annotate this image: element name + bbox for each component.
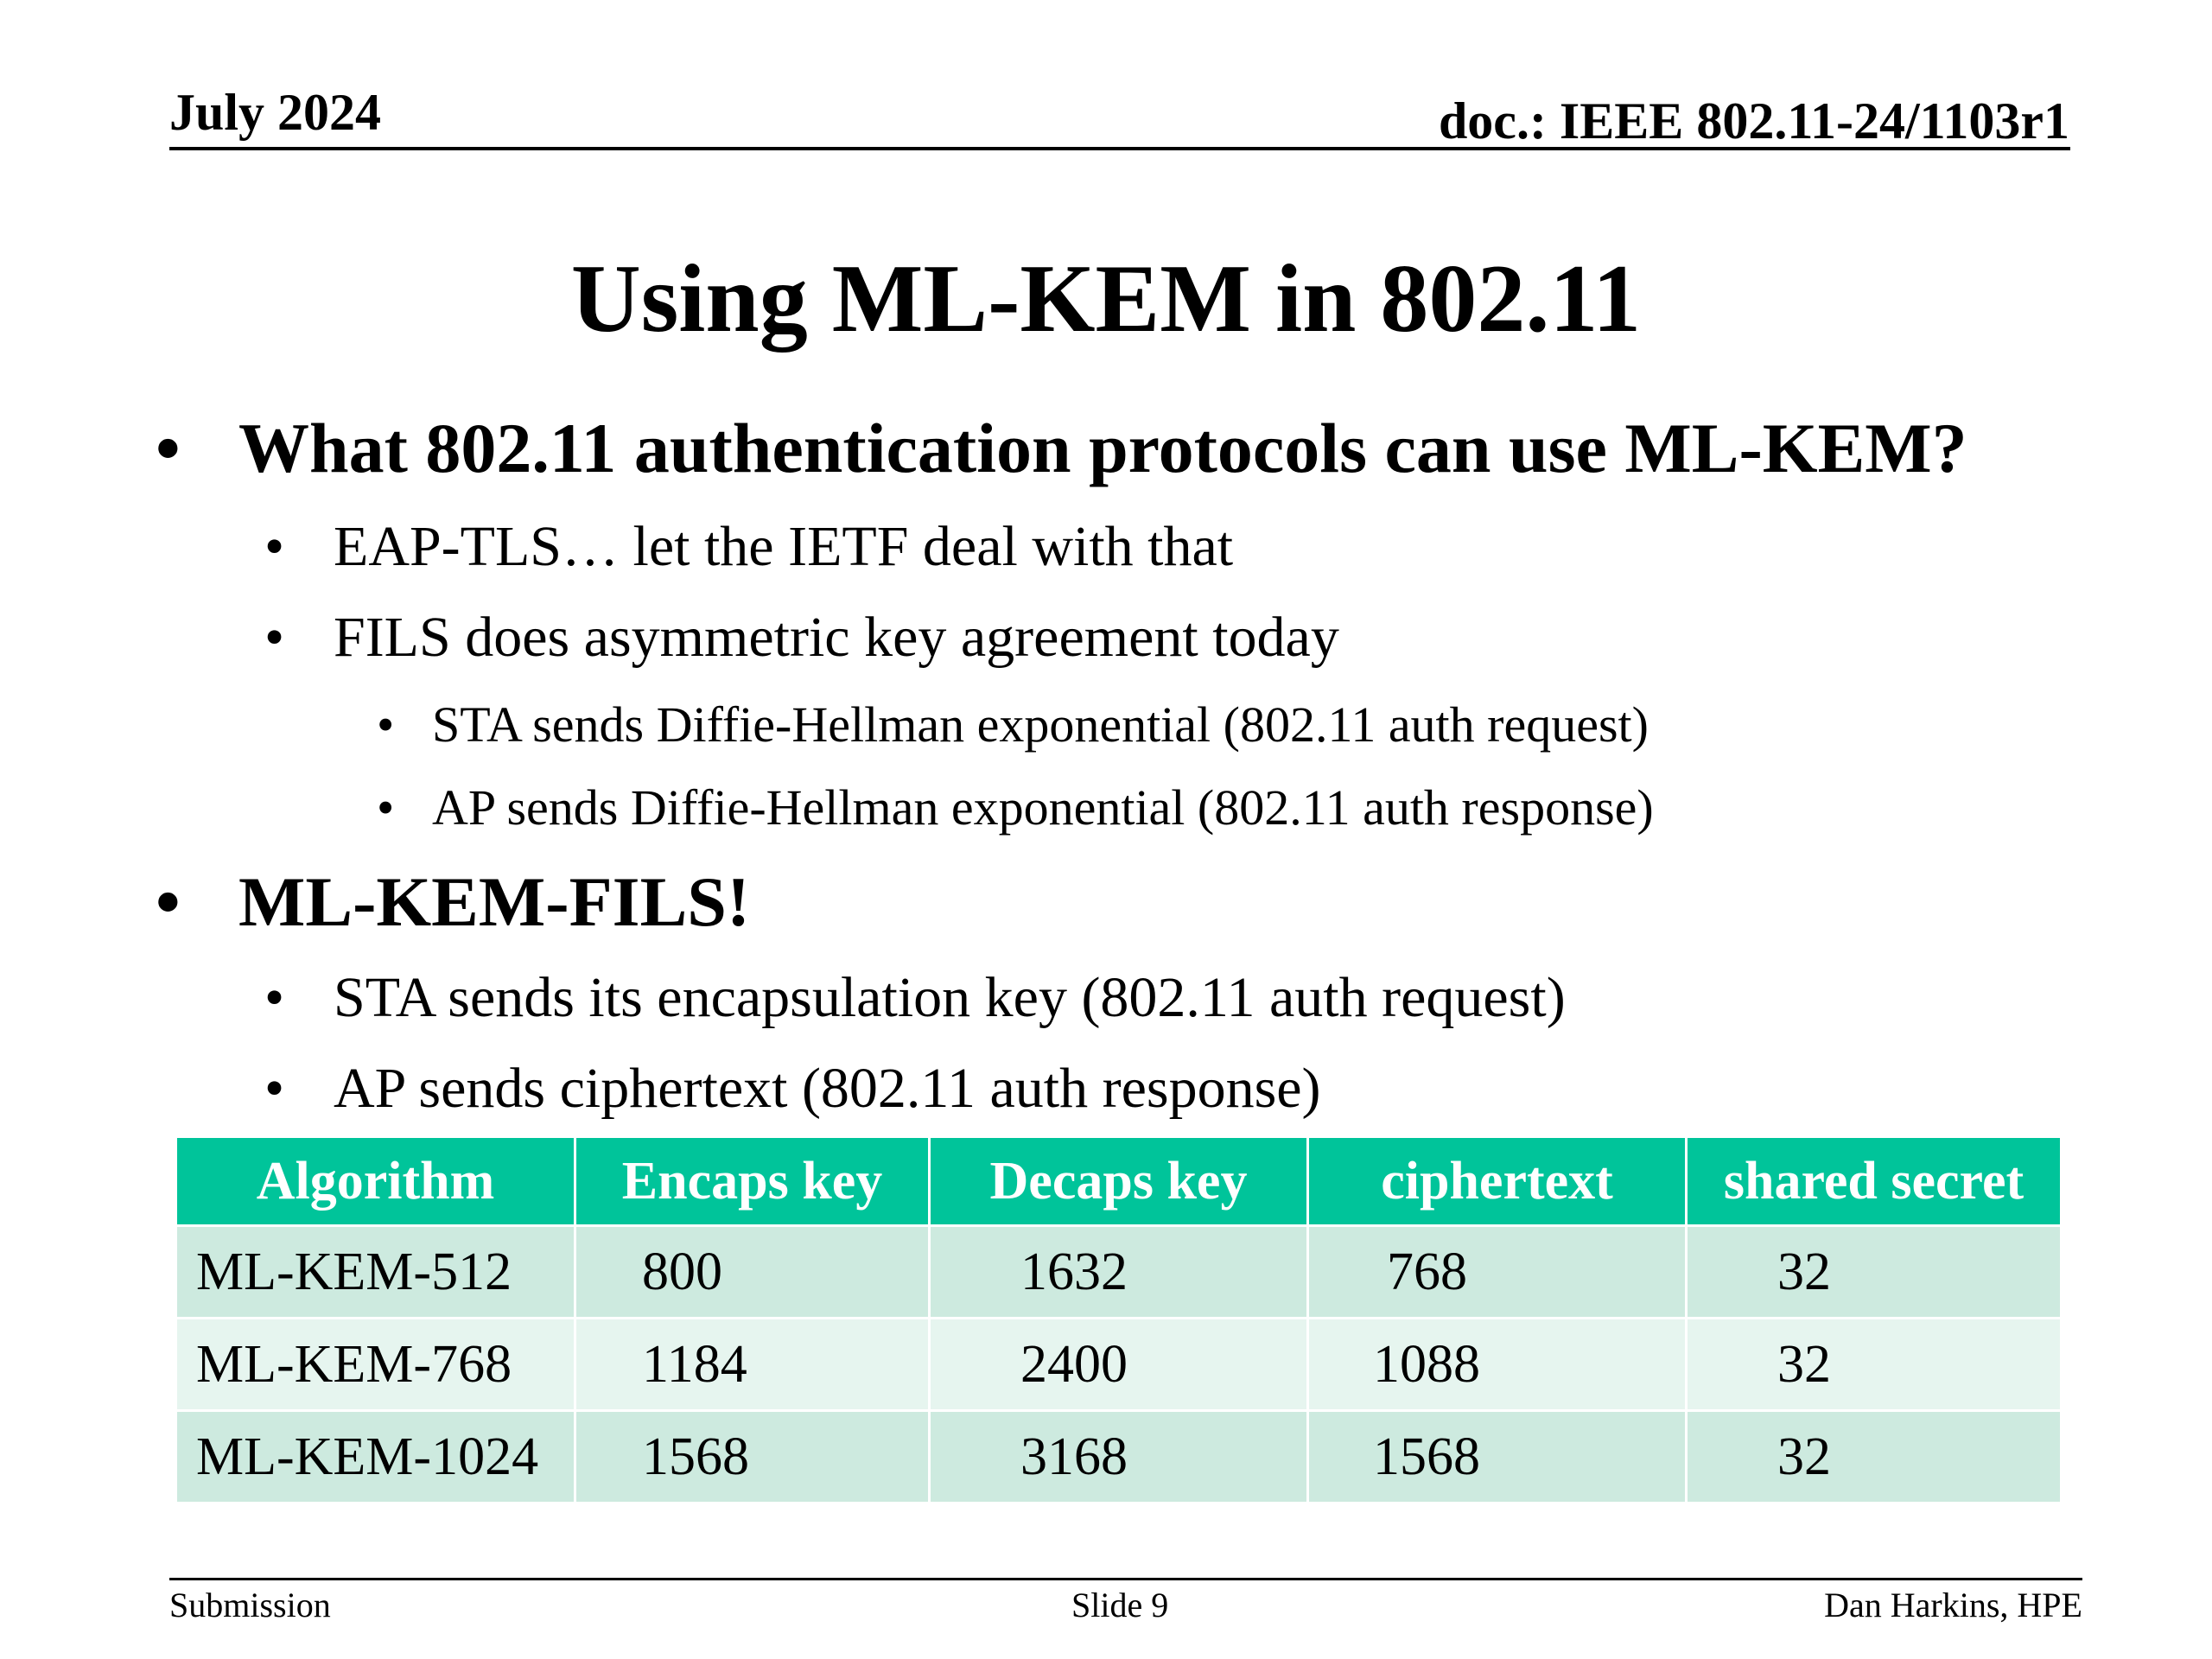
bullet-glyph: • xyxy=(264,1057,285,1120)
bullet-item: • AP sends ciphertext (802.11 auth respo… xyxy=(264,1060,1321,1117)
footer-submission: Submission xyxy=(169,1586,331,1624)
bullet-item: • ML-KEM-FILS! xyxy=(156,867,750,938)
cell-encaps-key: 800 xyxy=(574,1224,931,1319)
bullet-item: • EAP-TLS… let the IETF deal with that xyxy=(264,518,1233,575)
cell-shared-secret: 32 xyxy=(1685,1224,2063,1319)
bullet-item: • STA sends Diffie-Hellman exponential (… xyxy=(377,700,1649,750)
mlkem-sizes-table: Algorithm Encaps key Decaps key cipherte… xyxy=(175,1135,2063,1504)
table-header-row: Algorithm Encaps key Decaps key cipherte… xyxy=(175,1135,2063,1227)
bullet-item: • STA sends its encapsulation key (802.1… xyxy=(264,969,1566,1027)
header-date: July 2024 xyxy=(169,84,382,141)
cell-shared-secret: 32 xyxy=(1685,1409,2063,1504)
header-divider xyxy=(169,147,2070,150)
bullet-text: FILS does asymmetric key agreement today xyxy=(334,606,1339,669)
bullet-glyph: • xyxy=(377,696,395,753)
cell-ciphertext: 768 xyxy=(1306,1224,1688,1319)
bullet-glyph: • xyxy=(264,515,285,578)
cell-ciphertext: 1088 xyxy=(1306,1317,1688,1412)
cell-algorithm: ML-KEM-768 xyxy=(175,1317,576,1412)
bullet-glyph: • xyxy=(264,966,285,1029)
cell-encaps-key: 1184 xyxy=(574,1317,931,1412)
table-row: ML-KEM-512 800 1632 768 32 xyxy=(175,1224,2063,1319)
cell-decaps-key: 1632 xyxy=(928,1224,1309,1319)
cell-algorithm: ML-KEM-512 xyxy=(175,1224,576,1319)
column-header-shared-secret: shared secret xyxy=(1685,1135,2063,1227)
header-doc-id: doc.: IEEE 802.11-24/1103r1 xyxy=(1438,92,2069,149)
table-row: ML-KEM-768 1184 2400 1088 32 xyxy=(175,1317,2063,1412)
column-header-ciphertext: ciphertext xyxy=(1306,1135,1688,1227)
cell-algorithm: ML-KEM-1024 xyxy=(175,1409,576,1504)
footer-divider xyxy=(169,1578,2082,1580)
slide-title: Using ML-KEM in 802.11 xyxy=(570,245,1642,353)
column-header-algorithm: Algorithm xyxy=(175,1135,576,1227)
bullet-text: STA sends Diffie-Hellman exponential (80… xyxy=(432,696,1649,753)
footer-author: Dan Harkins, HPE xyxy=(1824,1586,2082,1624)
cell-encaps-key: 1568 xyxy=(574,1409,931,1504)
bullet-text: STA sends its encapsulation key (802.11 … xyxy=(334,966,1566,1029)
bullet-item: • What 802.11 authentication protocols c… xyxy=(156,413,1967,484)
table-row: ML-KEM-1024 1568 3168 1568 32 xyxy=(175,1409,2063,1504)
bullet-text: AP sends Diffie-Hellman exponential (802… xyxy=(432,779,1654,836)
bullet-item: • AP sends Diffie-Hellman exponential (8… xyxy=(377,783,1654,833)
cell-decaps-key: 3168 xyxy=(928,1409,1309,1504)
footer-slide-number: Slide 9 xyxy=(1071,1586,1169,1624)
column-header-encaps-key: Encaps key xyxy=(574,1135,931,1227)
bullet-glyph: • xyxy=(264,606,285,669)
bullet-text: EAP-TLS… let the IETF deal with that xyxy=(334,515,1234,578)
cell-shared-secret: 32 xyxy=(1685,1317,2063,1412)
column-header-decaps-key: Decaps key xyxy=(928,1135,1309,1227)
cell-ciphertext: 1568 xyxy=(1306,1409,1688,1504)
cell-decaps-key: 2400 xyxy=(928,1317,1309,1412)
bullet-text: AP sends ciphertext (802.11 auth respons… xyxy=(334,1057,1321,1120)
bullet-text: What 802.11 authentication protocols can… xyxy=(238,409,1967,487)
bullet-glyph: • xyxy=(377,779,395,836)
bullet-glyph: • xyxy=(156,409,181,487)
bullet-item: • FILS does asymmetric key agreement tod… xyxy=(264,609,1339,666)
bullet-glyph: • xyxy=(156,862,181,941)
bullet-text: ML-KEM-FILS! xyxy=(238,862,751,941)
